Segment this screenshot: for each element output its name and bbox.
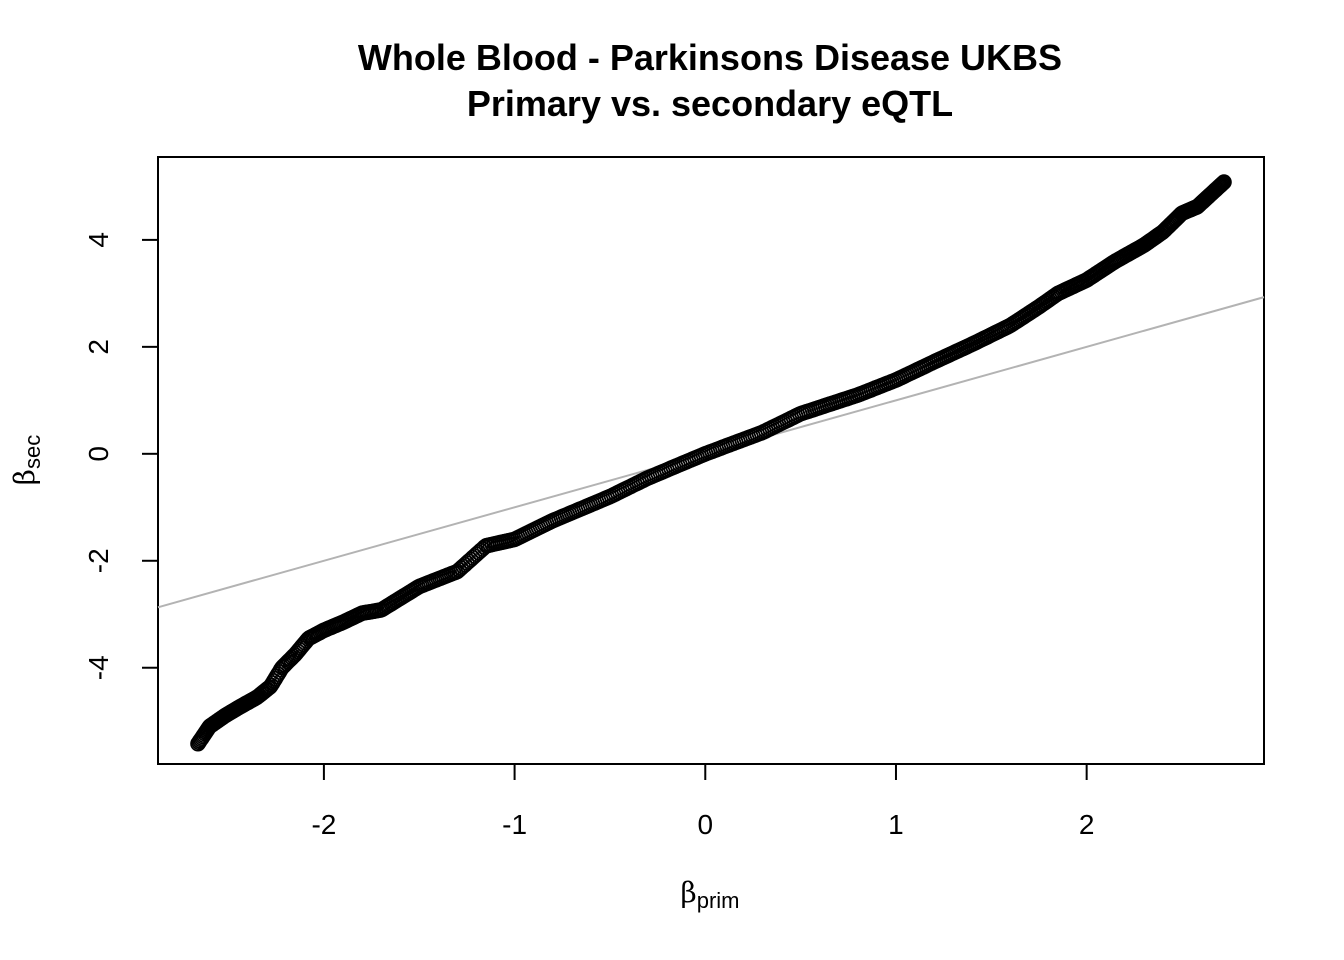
reference-line <box>157 296 1265 609</box>
data-point <box>1213 177 1229 193</box>
x-tick-label: -2 <box>311 809 336 840</box>
x-tick-label: 0 <box>697 809 713 840</box>
plot-frame <box>157 156 1265 765</box>
data-point <box>1214 176 1230 192</box>
data-point <box>1212 177 1228 194</box>
y-tick-label: 0 <box>83 446 114 462</box>
x-axis-label-symbol: β <box>681 876 697 909</box>
x-tick-label: -1 <box>502 809 527 840</box>
y-tick-label: -4 <box>83 655 114 680</box>
chart-subtitle: Primary vs. secondary eQTL <box>467 83 953 124</box>
x-tick-label: 1 <box>888 809 904 840</box>
y-axis-label: βsec <box>8 435 45 485</box>
x-tick-label: 2 <box>1079 809 1095 840</box>
x-axis-label-subscript: prim <box>697 888 740 913</box>
y-tick-label: -2 <box>83 548 114 573</box>
chart-title: Whole Blood - Parkinsons Disease UKBS <box>358 37 1062 78</box>
y-axis-label-subscript: sec <box>20 435 45 469</box>
data-point <box>1216 174 1232 190</box>
data-point <box>1210 179 1226 196</box>
data-point <box>1215 175 1231 191</box>
y-tick-label: 4 <box>83 232 114 248</box>
x-axis-label: βprim <box>681 876 740 913</box>
y-axis-label-symbol: β <box>8 469 41 485</box>
y-tick-label: 2 <box>83 339 114 355</box>
